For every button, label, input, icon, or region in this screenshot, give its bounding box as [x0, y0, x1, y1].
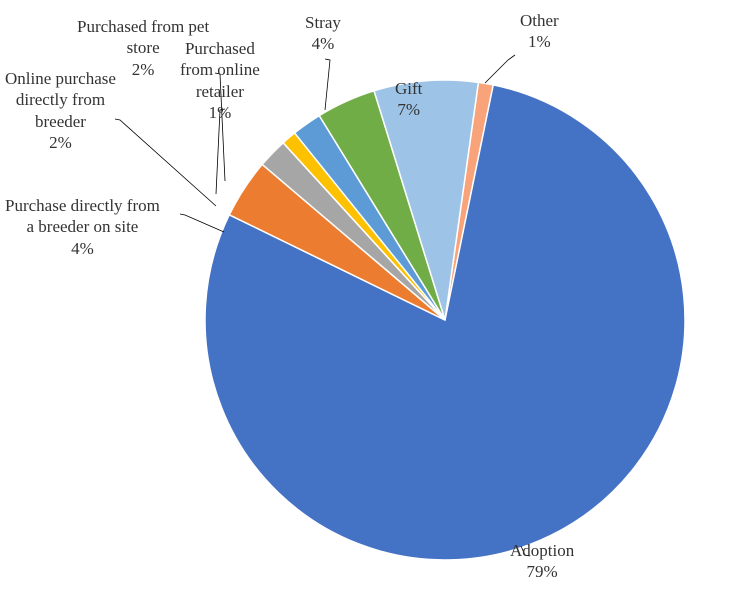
- leader-line: [115, 119, 216, 206]
- leader-line: [325, 59, 330, 110]
- slice-label-text: Purchase directly from a breeder on site: [5, 196, 160, 236]
- leader-line: [485, 55, 515, 83]
- slice-label-text: Other: [520, 11, 559, 30]
- slice-label-pct: 1%: [209, 103, 232, 122]
- slice-label-pct: 1%: [528, 32, 551, 51]
- slice-label-text: Gift: [395, 79, 422, 98]
- slice-label: Purchase directly from a breeder on site…: [5, 195, 160, 259]
- slice-label: Purchased from pet store 2%: [77, 16, 209, 80]
- slice-label-pct: 2%: [132, 60, 155, 79]
- leader-line: [180, 214, 224, 232]
- slice-label: Other 1%: [520, 10, 559, 53]
- slice-label-pct: 79%: [527, 562, 558, 581]
- slice-label: Stray 4%: [305, 12, 341, 55]
- slice-label-pct: 4%: [71, 239, 94, 258]
- slice-label-text: Stray: [305, 13, 341, 32]
- slice-label: Adoption 79%: [510, 540, 574, 583]
- slice-label-text: Purchased from pet store: [77, 17, 209, 57]
- slice-label-text: Adoption: [510, 541, 574, 560]
- slice-label: Online purchase directly from breeder 2%: [5, 68, 116, 153]
- pie-chart-figure: Other 1% Adoption 79% Purchase directly fr…: [0, 0, 756, 593]
- slice-label-pct: 7%: [397, 100, 420, 119]
- slice-label-pct: 2%: [49, 133, 72, 152]
- slice-label: Gift 7%: [395, 78, 422, 121]
- slice-label-pct: 4%: [312, 34, 335, 53]
